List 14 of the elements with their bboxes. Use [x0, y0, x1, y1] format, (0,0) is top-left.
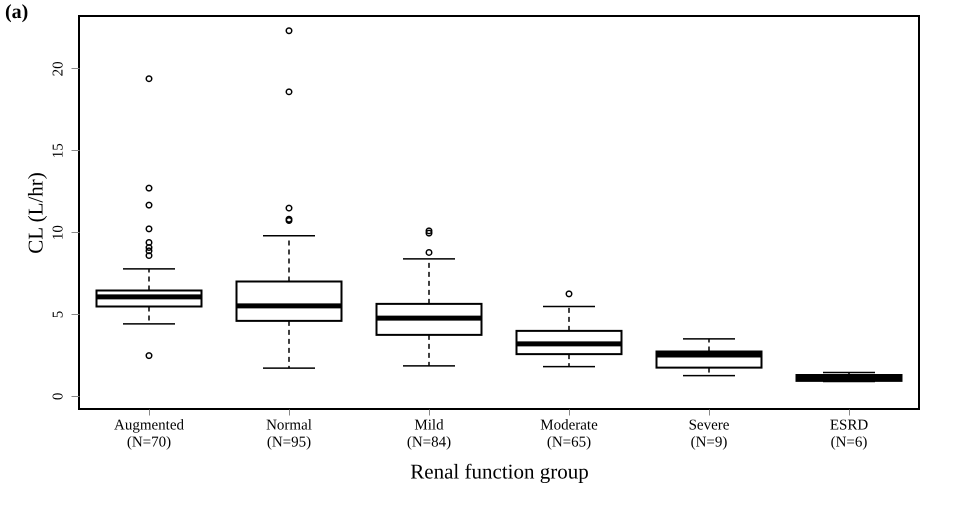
x-tick-label: Severe (N=9): [688, 418, 730, 450]
x-tick-label: Moderate (N=65): [540, 418, 598, 450]
y-tick-label: 15: [50, 143, 66, 158]
x-tick-label: ESRD (N=6): [830, 418, 868, 450]
y-axis-title: CL (L/hr): [24, 172, 48, 254]
y-tick-label: 5: [50, 310, 66, 318]
x-tick-label: Mild (N=84): [406, 418, 452, 450]
y-tick-label: 0: [50, 392, 66, 400]
chart-title: (a): [5, 1, 28, 23]
y-tick-label: 10: [50, 225, 66, 240]
x-tick-label: Normal (N=95): [266, 418, 312, 450]
y-tick-label: 20: [50, 61, 66, 76]
x-axis-title: Renal function group: [410, 460, 589, 484]
x-tick-label: Augmented (N=70): [114, 418, 184, 450]
